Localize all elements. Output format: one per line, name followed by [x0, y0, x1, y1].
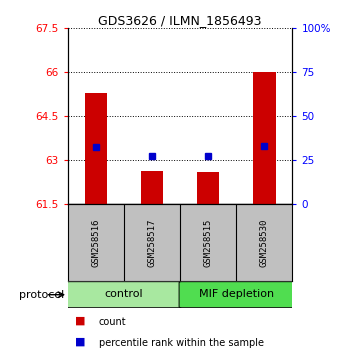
- Text: GSM258515: GSM258515: [204, 218, 213, 267]
- FancyBboxPatch shape: [67, 282, 181, 308]
- Text: count: count: [99, 317, 126, 327]
- Text: GSM258530: GSM258530: [260, 218, 269, 267]
- Text: protocol: protocol: [19, 290, 65, 300]
- Text: GSM258516: GSM258516: [91, 218, 101, 267]
- Bar: [141, 171, 163, 204]
- Text: MIF depletion: MIF depletion: [199, 289, 274, 299]
- Bar: [197, 172, 219, 204]
- Bar: [85, 93, 107, 204]
- Text: GSM258517: GSM258517: [148, 218, 157, 267]
- Text: ■: ■: [75, 315, 85, 325]
- Text: percentile rank within the sample: percentile rank within the sample: [99, 338, 264, 348]
- Text: control: control: [105, 289, 143, 299]
- Bar: [253, 72, 275, 204]
- Text: ■: ■: [75, 337, 85, 347]
- Title: GDS3626 / ILMN_1856493: GDS3626 / ILMN_1856493: [99, 14, 262, 27]
- FancyBboxPatch shape: [179, 282, 293, 308]
